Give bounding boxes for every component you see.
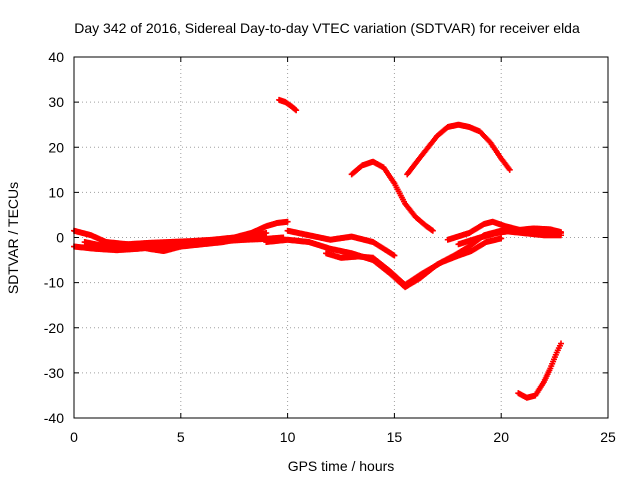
data-point [498,235,505,242]
x-axis-label: GPS time / hours [288,458,395,474]
data-layer [71,96,565,401]
y-tick-label: 10 [48,184,64,200]
track-arc-low [515,340,565,401]
y-tick-label: -20 [44,320,64,336]
x-tick-label: 10 [280,429,296,445]
y-tick-label: 30 [48,94,64,110]
data-point [284,218,291,225]
y-tick-label: -10 [44,275,64,291]
y-tick-label: -40 [44,410,64,426]
data-point [558,340,565,347]
data-point [558,229,565,236]
x-tick-label: 0 [70,429,78,445]
y-tick-label: -30 [44,365,64,381]
y-tick-label: 40 [48,49,64,65]
track-late-flat-2 [455,225,565,248]
ticks: 0 5 10 15 20 25 -40 -30 -20 -10 0 10 20 30 40 [44,49,616,445]
x-tick-label: 25 [600,429,616,445]
x-tick-label: 5 [177,429,185,445]
grid [74,57,608,418]
chart-title: Day 342 of 2016, Sidereal Day-to-day VTE… [74,20,580,36]
track-noon-flat [284,227,398,259]
track-baseline-middle [81,229,270,255]
x-tick-label: 20 [493,429,509,445]
track-midday-dip-lower [323,235,505,288]
data-point [506,166,513,173]
y-axis-label: SDTVAR / TECUs [5,182,21,294]
data-point [391,252,398,259]
y-tick-label: 20 [48,139,64,155]
track-arc-high [276,96,300,114]
data-point [263,229,270,236]
x-tick-label: 15 [387,429,403,445]
y-tick-label: 0 [56,230,64,246]
track-arc-large [404,121,513,178]
data-point [293,107,300,114]
track-arc-medium [348,158,436,234]
data-point [429,227,436,234]
